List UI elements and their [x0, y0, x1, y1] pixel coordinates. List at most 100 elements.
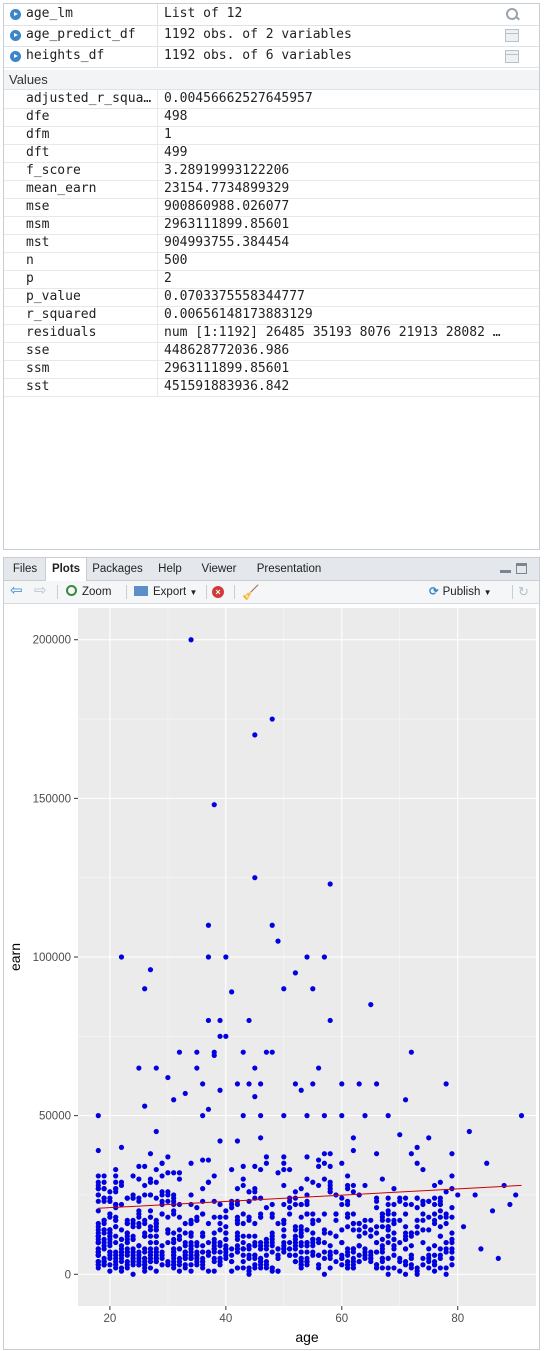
data-point: [397, 1239, 403, 1246]
data-point: [281, 1182, 287, 1189]
expand-arrow-icon[interactable]: [10, 9, 21, 20]
data-point: [350, 1189, 356, 1195]
export-button[interactable]: Export ▼: [134, 584, 197, 600]
data-point: [223, 1214, 229, 1220]
tab-help[interactable]: Help: [158, 563, 182, 575]
data-point: [298, 1214, 304, 1220]
value-cell: 2: [157, 270, 539, 288]
tab-plots[interactable]: Plots: [45, 558, 87, 581]
data-point: [118, 1236, 125, 1242]
zoom-button[interactable]: Zoom: [66, 584, 111, 600]
value-row[interactable]: sse 448628772036.986: [4, 342, 539, 361]
object-name-cell: heights_df: [4, 46, 157, 67]
data-point: [327, 1243, 333, 1249]
refresh-icon[interactable]: ↻: [518, 584, 529, 599]
data-point: [292, 970, 299, 976]
zoom-label: Zoom: [82, 586, 112, 598]
value-row[interactable]: n 500: [4, 252, 539, 271]
data-point: [431, 1268, 438, 1274]
tab-files[interactable]: Files: [12, 563, 38, 575]
data-point: [478, 1246, 484, 1252]
data-point: [275, 1220, 281, 1227]
data-point: [350, 1265, 356, 1271]
data-point: [136, 1243, 142, 1249]
data-point: [408, 1252, 414, 1258]
data-point: [188, 1262, 194, 1268]
back-arrow-icon[interactable]: ⇦: [10, 582, 23, 599]
value-row[interactable]: r_squared 0.00656148173883129: [4, 306, 539, 325]
data-point: [95, 1192, 101, 1198]
data-point: [240, 1239, 246, 1246]
value-row[interactable]: residuals num [1:1192] 26485 35193 8076 2…: [4, 324, 539, 343]
data-point: [171, 1246, 177, 1252]
forward-arrow-icon[interactable]: ⇨: [34, 582, 47, 599]
data-point: [200, 1243, 206, 1249]
data-point: [263, 1205, 270, 1211]
value-row[interactable]: p_value 0.0703375558344777: [4, 288, 539, 307]
publish-button[interactable]: ⟳ Publish ▼: [429, 584, 491, 600]
env-object-row[interactable]: age_predict_df 1192 obs. of 2 variables: [4, 25, 539, 47]
data-point: [95, 1198, 101, 1204]
value-row[interactable]: dft 499: [4, 144, 539, 163]
data-point: [95, 1246, 101, 1252]
data-point: [252, 1220, 258, 1227]
expand-arrow-icon[interactable]: [10, 30, 21, 41]
value-row[interactable]: mse 900860988.026077: [4, 198, 539, 217]
data-point: [304, 1198, 310, 1204]
data-point: [200, 1186, 206, 1192]
maximize-pane-icon[interactable]: [516, 563, 527, 574]
plots-toolbar: ⇦ ⇨ Zoom Export ▼ × 🧹 ⟳ Publish ▼ ↻: [4, 581, 539, 604]
data-point: [391, 1211, 397, 1217]
data-point: [269, 1230, 275, 1236]
value-row[interactable]: sst 451591883936.842: [4, 378, 539, 397]
data-point: [431, 1195, 438, 1201]
data-point: [188, 1230, 194, 1236]
data-point: [356, 1192, 362, 1198]
value-text: 498: [164, 109, 188, 124]
view-data-table-icon[interactable]: [505, 29, 519, 42]
value-text: num [1:1192] 26485 35193 8076 21913 2808…: [164, 325, 501, 340]
value-row[interactable]: msm 2963111899.85601: [4, 216, 539, 235]
data-point: [443, 1081, 449, 1087]
data-point: [281, 1243, 287, 1249]
data-point: [118, 1201, 125, 1208]
env-object-row[interactable]: age_lm List of 12: [4, 4, 539, 26]
value-row[interactable]: dfe 498: [4, 108, 539, 127]
env-object-row[interactable]: heights_df 1192 obs. of 6 variables: [4, 46, 539, 68]
data-point: [287, 1211, 293, 1217]
value-row[interactable]: f_score 3.28919993122206: [4, 162, 539, 181]
data-point: [124, 1195, 130, 1201]
data-point: [344, 1224, 351, 1230]
tab-presentation[interactable]: Presentation: [256, 563, 322, 575]
value-row[interactable]: dfm 1: [4, 126, 539, 145]
data-point: [275, 1246, 281, 1252]
data-point: [176, 1258, 183, 1265]
data-point: [124, 1258, 130, 1265]
tab-viewer[interactable]: Viewer: [201, 563, 237, 575]
data-point: [165, 1262, 171, 1268]
data-point: [281, 1233, 287, 1239]
data-point: [101, 1195, 107, 1201]
minimize-pane-icon[interactable]: [500, 563, 511, 574]
publish-label: Publish: [442, 586, 481, 598]
data-point: [350, 1246, 356, 1252]
data-point: [211, 1052, 217, 1058]
data-point: [362, 1224, 368, 1230]
expand-arrow-icon[interactable]: [10, 51, 21, 62]
remove-plot-button[interactable]: ×: [212, 584, 224, 600]
data-point: [153, 1258, 159, 1265]
tab-packages[interactable]: Packages: [92, 563, 143, 575]
value-row[interactable]: ssm 2963111899.85601: [4, 360, 539, 379]
clear-all-plots-broom-icon[interactable]: 🧹: [242, 584, 260, 600]
search-icon[interactable]: [505, 8, 519, 21]
value-row[interactable]: mst 904993755.384454: [4, 234, 539, 253]
data-point: [171, 1230, 177, 1236]
data-point: [188, 1192, 194, 1198]
data-point: [211, 802, 217, 808]
data-point: [368, 1001, 374, 1008]
value-row[interactable]: adjusted_r_squa… 0.00456662527645957: [4, 90, 539, 109]
view-data-table-icon[interactable]: [505, 50, 519, 63]
data-point: [310, 1217, 316, 1223]
value-row[interactable]: mean_earn 23154.7734899329: [4, 180, 539, 199]
